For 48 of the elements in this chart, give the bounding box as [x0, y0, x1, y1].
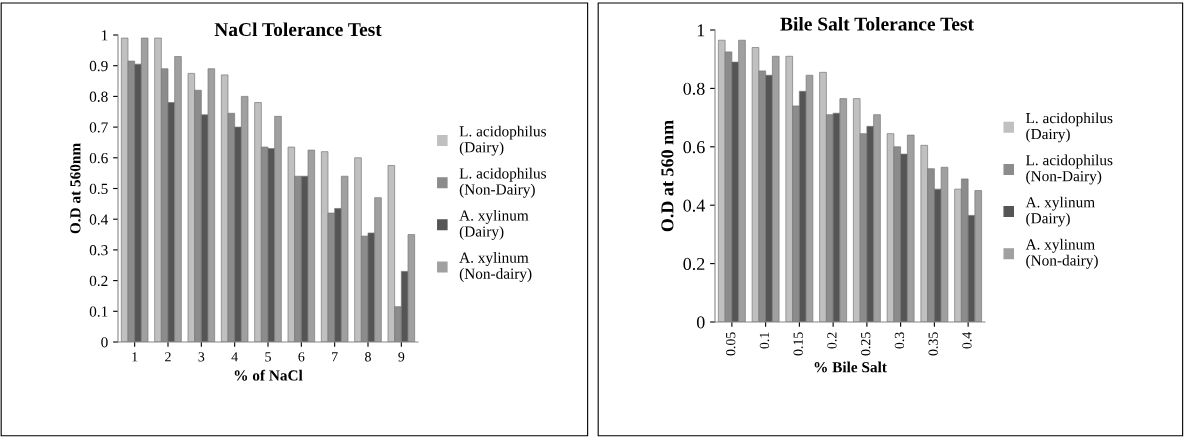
x-axis-title: % Bile Salt: [814, 361, 887, 373]
x-tick-label: 5: [265, 352, 271, 362]
legend-label: A. xylinum (Dairy): [459, 209, 529, 240]
y-tick-label: 0.1: [89, 306, 108, 317]
x-tick-label: 3: [198, 352, 205, 362]
legend-label: A. xylinum (Non-dairy): [1025, 238, 1098, 269]
y-tick-label: 0.3: [89, 245, 108, 256]
x-tick-label: 0.4: [962, 331, 972, 349]
chart-title: Bile Salt Tolerance Test: [780, 16, 974, 31]
y-tick-label: 0: [696, 316, 705, 329]
y-tick-label: 0.2: [89, 275, 108, 287]
x-axis-title: % of NaCl: [234, 369, 303, 381]
x-tick-label: 0.15: [793, 332, 803, 356]
legend-label: L. acidophilus (Non-Dairy): [1025, 154, 1113, 185]
x-tick-label: 0.2: [827, 332, 837, 349]
y-tick-label: 1: [101, 30, 108, 41]
y-tick-label: 0.8: [89, 91, 108, 102]
chart-title: NaCl Tolerance Test: [214, 22, 382, 37]
y-tick-label: 0.4: [683, 199, 705, 212]
legend-label: L. acidophilus (Dairy): [459, 125, 546, 156]
x-tick-label: 4: [231, 352, 238, 362]
y-tick-label: 0.9: [89, 60, 108, 72]
x-tick-label: 2: [165, 352, 171, 362]
y-tick-label: 0.6: [89, 152, 108, 164]
x-tick-label: 7: [332, 352, 338, 362]
y-tick-label: 0: [101, 337, 108, 348]
y-tick-label: 0.5: [89, 183, 108, 195]
x-tick-label: 0.05: [725, 332, 736, 356]
legend-label: L. acidophilus (Dairy): [1025, 112, 1113, 143]
x-tick-label: 0.3: [894, 332, 905, 349]
y-axis-title: O.D at 560nm: [70, 143, 81, 234]
x-tick-label: 6: [298, 352, 305, 362]
x-tick-label: 1: [132, 352, 138, 362]
x-tick-label: 0.35: [928, 332, 938, 356]
x-tick-label: 0.1: [759, 332, 770, 349]
legend-label: A. xylinum (Non-dairy): [459, 252, 532, 282]
y-tick-label: 0.6: [683, 141, 705, 154]
x-tick-label: 0.25: [860, 332, 871, 356]
legend-label: L. acidophilus (Non-Dairy): [459, 167, 546, 198]
y-axis-title: O.D at 560 nm: [661, 120, 674, 232]
legend-label: A. xylinum (Dairy): [1025, 196, 1095, 227]
y-tick-label: 0.8: [683, 82, 705, 95]
x-tick-label: 8: [365, 352, 371, 362]
y-tick-label: 1: [697, 24, 705, 37]
y-tick-label: 0.2: [683, 257, 705, 271]
y-tick-label: 0.7: [89, 122, 108, 133]
x-tick-label: 9: [398, 352, 405, 362]
y-tick-label: 0.4: [89, 214, 109, 225]
